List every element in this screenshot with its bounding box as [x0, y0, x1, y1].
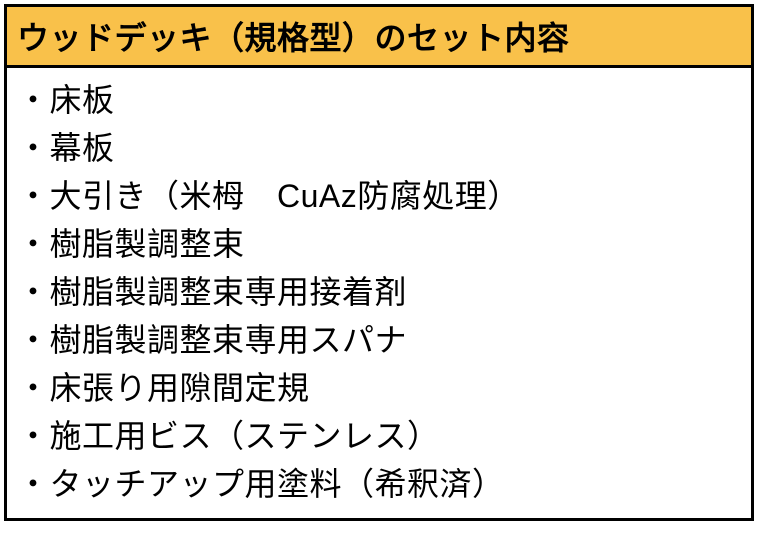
table-header: ウッドデッキ（規格型）のセット内容: [7, 7, 751, 68]
list-item: ・幕板: [17, 124, 741, 172]
list-item: ・樹脂製調整束専用接着剤: [17, 268, 741, 316]
list-item: ・施工用ビス（ステンレス）: [17, 412, 741, 460]
list-item: ・タッチアップ用塗料（希釈済）: [17, 460, 741, 508]
set-contents-table: ウッドデッキ（規格型）のセット内容 ・床板 ・幕板 ・大引き（米栂 CuAz防腐…: [4, 4, 754, 521]
list-item: ・床張り用隙間定規: [17, 364, 741, 412]
table-content: ・床板 ・幕板 ・大引き（米栂 CuAz防腐処理） ・樹脂製調整束 ・樹脂製調整…: [7, 68, 751, 518]
list-item: ・樹脂製調整束: [17, 220, 741, 268]
list-item: ・樹脂製調整束専用スパナ: [17, 316, 741, 364]
list-item: ・大引き（米栂 CuAz防腐処理）: [17, 172, 741, 220]
list-item: ・床板: [17, 76, 741, 124]
